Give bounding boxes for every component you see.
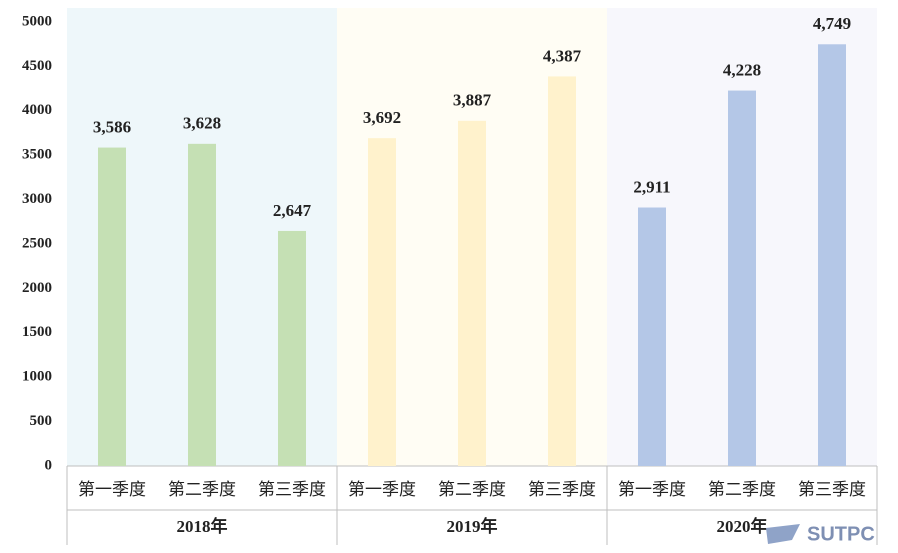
- y-tick-label: 3500: [22, 147, 52, 163]
- y-tick-label: 500: [30, 413, 53, 429]
- value-label: 4,228: [723, 60, 761, 79]
- y-tick-label: 5000: [22, 13, 52, 29]
- bar: [458, 120, 486, 466]
- value-label: 4,749: [813, 14, 851, 33]
- bar: [188, 143, 216, 466]
- x-tick-label: 第三季度: [258, 480, 326, 499]
- x-tick-label: 第三季度: [798, 480, 866, 499]
- x-tick-label: 第一季度: [618, 480, 686, 499]
- y-tick-label: 0: [45, 457, 53, 473]
- x-tick-label: 第二季度: [168, 480, 236, 499]
- watermark-icon: [766, 524, 800, 544]
- group-label: 2020年: [717, 516, 768, 536]
- x-tick-label: 第三季度: [528, 480, 596, 499]
- watermark-text: SUTPC: [807, 523, 875, 545]
- value-label: 3,628: [183, 114, 221, 133]
- value-label: 3,692: [363, 108, 401, 127]
- bar: [548, 76, 576, 467]
- value-label: 3,586: [93, 117, 131, 136]
- x-tick-label: 第二季度: [708, 480, 776, 499]
- value-label: 2,647: [273, 201, 312, 220]
- x-tick-label: 第二季度: [438, 480, 506, 499]
- bar: [638, 207, 666, 466]
- bar: [278, 230, 306, 466]
- y-tick-label: 2000: [22, 280, 52, 296]
- y-tick-label: 1000: [22, 369, 52, 385]
- y-tick-label: 3000: [22, 191, 52, 207]
- watermark: SUTPC: [766, 523, 875, 545]
- bar: [368, 138, 396, 467]
- bar: [818, 44, 846, 467]
- group-label: 2018年: [177, 516, 228, 536]
- bar: [728, 90, 756, 467]
- y-tick-label: 2500: [22, 235, 52, 251]
- value-label: 3,887: [453, 91, 492, 110]
- bar: [98, 147, 126, 466]
- y-tick-label: 1500: [22, 324, 52, 340]
- value-label: 2,911: [633, 177, 670, 196]
- x-tick-label: 第一季度: [78, 480, 146, 499]
- group-label: 2019年: [447, 516, 498, 536]
- y-tick-label: 4000: [22, 102, 52, 118]
- value-label: 4,387: [543, 46, 582, 65]
- y-tick-label: 4500: [22, 58, 52, 74]
- x-tick-label: 第一季度: [348, 480, 416, 499]
